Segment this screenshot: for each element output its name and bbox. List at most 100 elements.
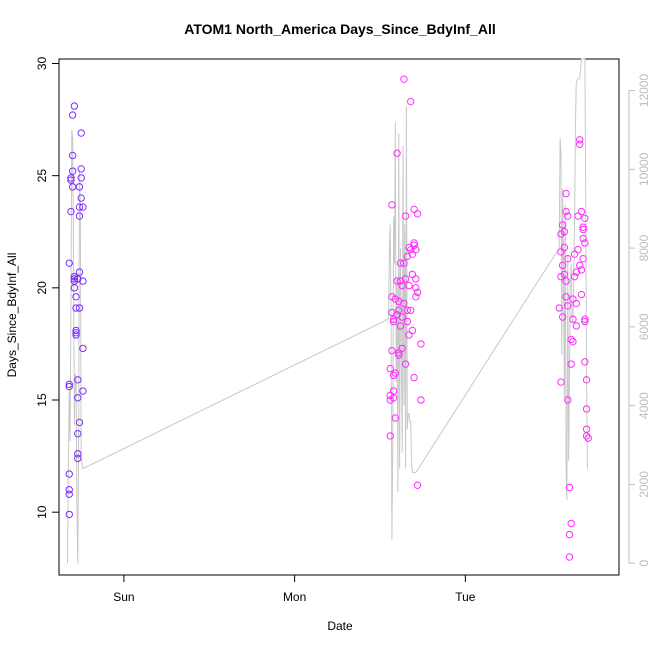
data-point	[77, 165, 85, 173]
data-point	[403, 317, 411, 326]
data-point	[564, 302, 572, 310]
data-point	[68, 111, 77, 119]
data-point	[576, 140, 584, 148]
data-point	[579, 225, 587, 234]
data-point	[560, 243, 569, 252]
data-point	[576, 261, 584, 270]
data-point	[393, 277, 401, 285]
data-point	[391, 414, 400, 422]
secondary-y-tick-label: 4000	[637, 392, 650, 419]
data-point	[72, 293, 80, 301]
data-point	[403, 306, 411, 314]
data-point	[391, 369, 400, 377]
data-point	[412, 275, 420, 283]
data-point	[408, 326, 417, 335]
points-layer	[65, 75, 592, 561]
data-point	[579, 234, 587, 243]
y-tick-label: 10	[35, 505, 49, 519]
data-point	[412, 293, 420, 301]
data-point	[407, 97, 415, 106]
y-tick-label: 20	[35, 281, 49, 295]
data-point	[65, 382, 73, 391]
data-point	[72, 326, 80, 335]
data-point	[65, 510, 73, 519]
data-point	[74, 394, 82, 402]
data-point	[65, 470, 73, 478]
data-point	[75, 304, 84, 312]
data-point	[396, 322, 405, 330]
secondary-y-tick-label: 12000	[637, 74, 650, 108]
data-point	[79, 344, 87, 353]
data-point	[565, 483, 574, 492]
data-point	[400, 259, 408, 267]
data-point	[68, 151, 77, 160]
x-tick-label: Sun	[113, 590, 134, 604]
secondary-y-tick-label: 8000	[637, 234, 650, 261]
data-point	[413, 481, 422, 489]
data-point	[581, 214, 589, 222]
x-axis: Sun Mon Tue	[113, 575, 476, 604]
data-point	[569, 315, 577, 323]
data-point	[67, 174, 75, 182]
data-point	[413, 210, 422, 218]
data-point	[410, 373, 418, 382]
data-point	[408, 270, 417, 279]
plot-border	[58, 58, 620, 576]
data-point	[389, 317, 398, 326]
data-point	[68, 167, 77, 175]
data-point	[401, 275, 410, 283]
data-point	[65, 259, 73, 267]
data-point	[77, 174, 85, 182]
data-point	[562, 277, 570, 285]
data-point	[579, 254, 587, 263]
data-point	[412, 284, 420, 292]
data-point	[65, 490, 73, 498]
data-point	[582, 376, 591, 384]
data-point	[405, 281, 413, 290]
data-point	[77, 194, 85, 202]
data-point	[567, 519, 575, 528]
secondary-y-axis: 0 2000 4000 6000 8000 10000 12000	[628, 74, 650, 567]
data-point	[582, 405, 591, 413]
data-point	[396, 259, 405, 267]
data-point	[407, 306, 415, 314]
data-point	[386, 364, 394, 373]
data-point	[410, 205, 418, 214]
data-point	[72, 331, 80, 339]
data-point	[395, 351, 403, 359]
data-point	[70, 284, 79, 292]
data-point	[413, 288, 422, 297]
secondary-line-path	[67, 58, 588, 564]
data-point	[581, 317, 589, 326]
data-point	[557, 378, 565, 386]
data-point	[75, 203, 84, 211]
data-point	[577, 207, 586, 216]
data-point	[417, 340, 425, 348]
data-point	[70, 275, 79, 283]
data-point	[77, 129, 85, 137]
data-point	[398, 344, 406, 353]
data-point	[75, 183, 84, 191]
y-tick-label: 25	[35, 169, 49, 183]
data-point	[555, 304, 563, 312]
data-point	[393, 149, 401, 157]
data-point	[581, 358, 589, 366]
data-point	[388, 201, 396, 209]
data-point	[567, 360, 575, 368]
data-point	[72, 304, 80, 312]
y-axis: 10 15 20 25 30	[35, 56, 59, 519]
secondary-series-line	[67, 58, 588, 564]
data-point	[389, 371, 398, 380]
data-point	[562, 293, 570, 301]
chart-title: ATOM1 North_America Days_Since_BdyInf_Al…	[184, 21, 495, 37]
secondary-y-tick-label: 2000	[637, 471, 650, 498]
data-point	[75, 418, 84, 427]
data-point	[398, 313, 406, 321]
data-point	[400, 299, 408, 308]
data-point	[65, 486, 73, 494]
data-point	[574, 212, 582, 220]
data-point	[565, 553, 574, 561]
data-point	[562, 207, 570, 216]
secondary-y-tick-label: 0	[637, 560, 650, 567]
